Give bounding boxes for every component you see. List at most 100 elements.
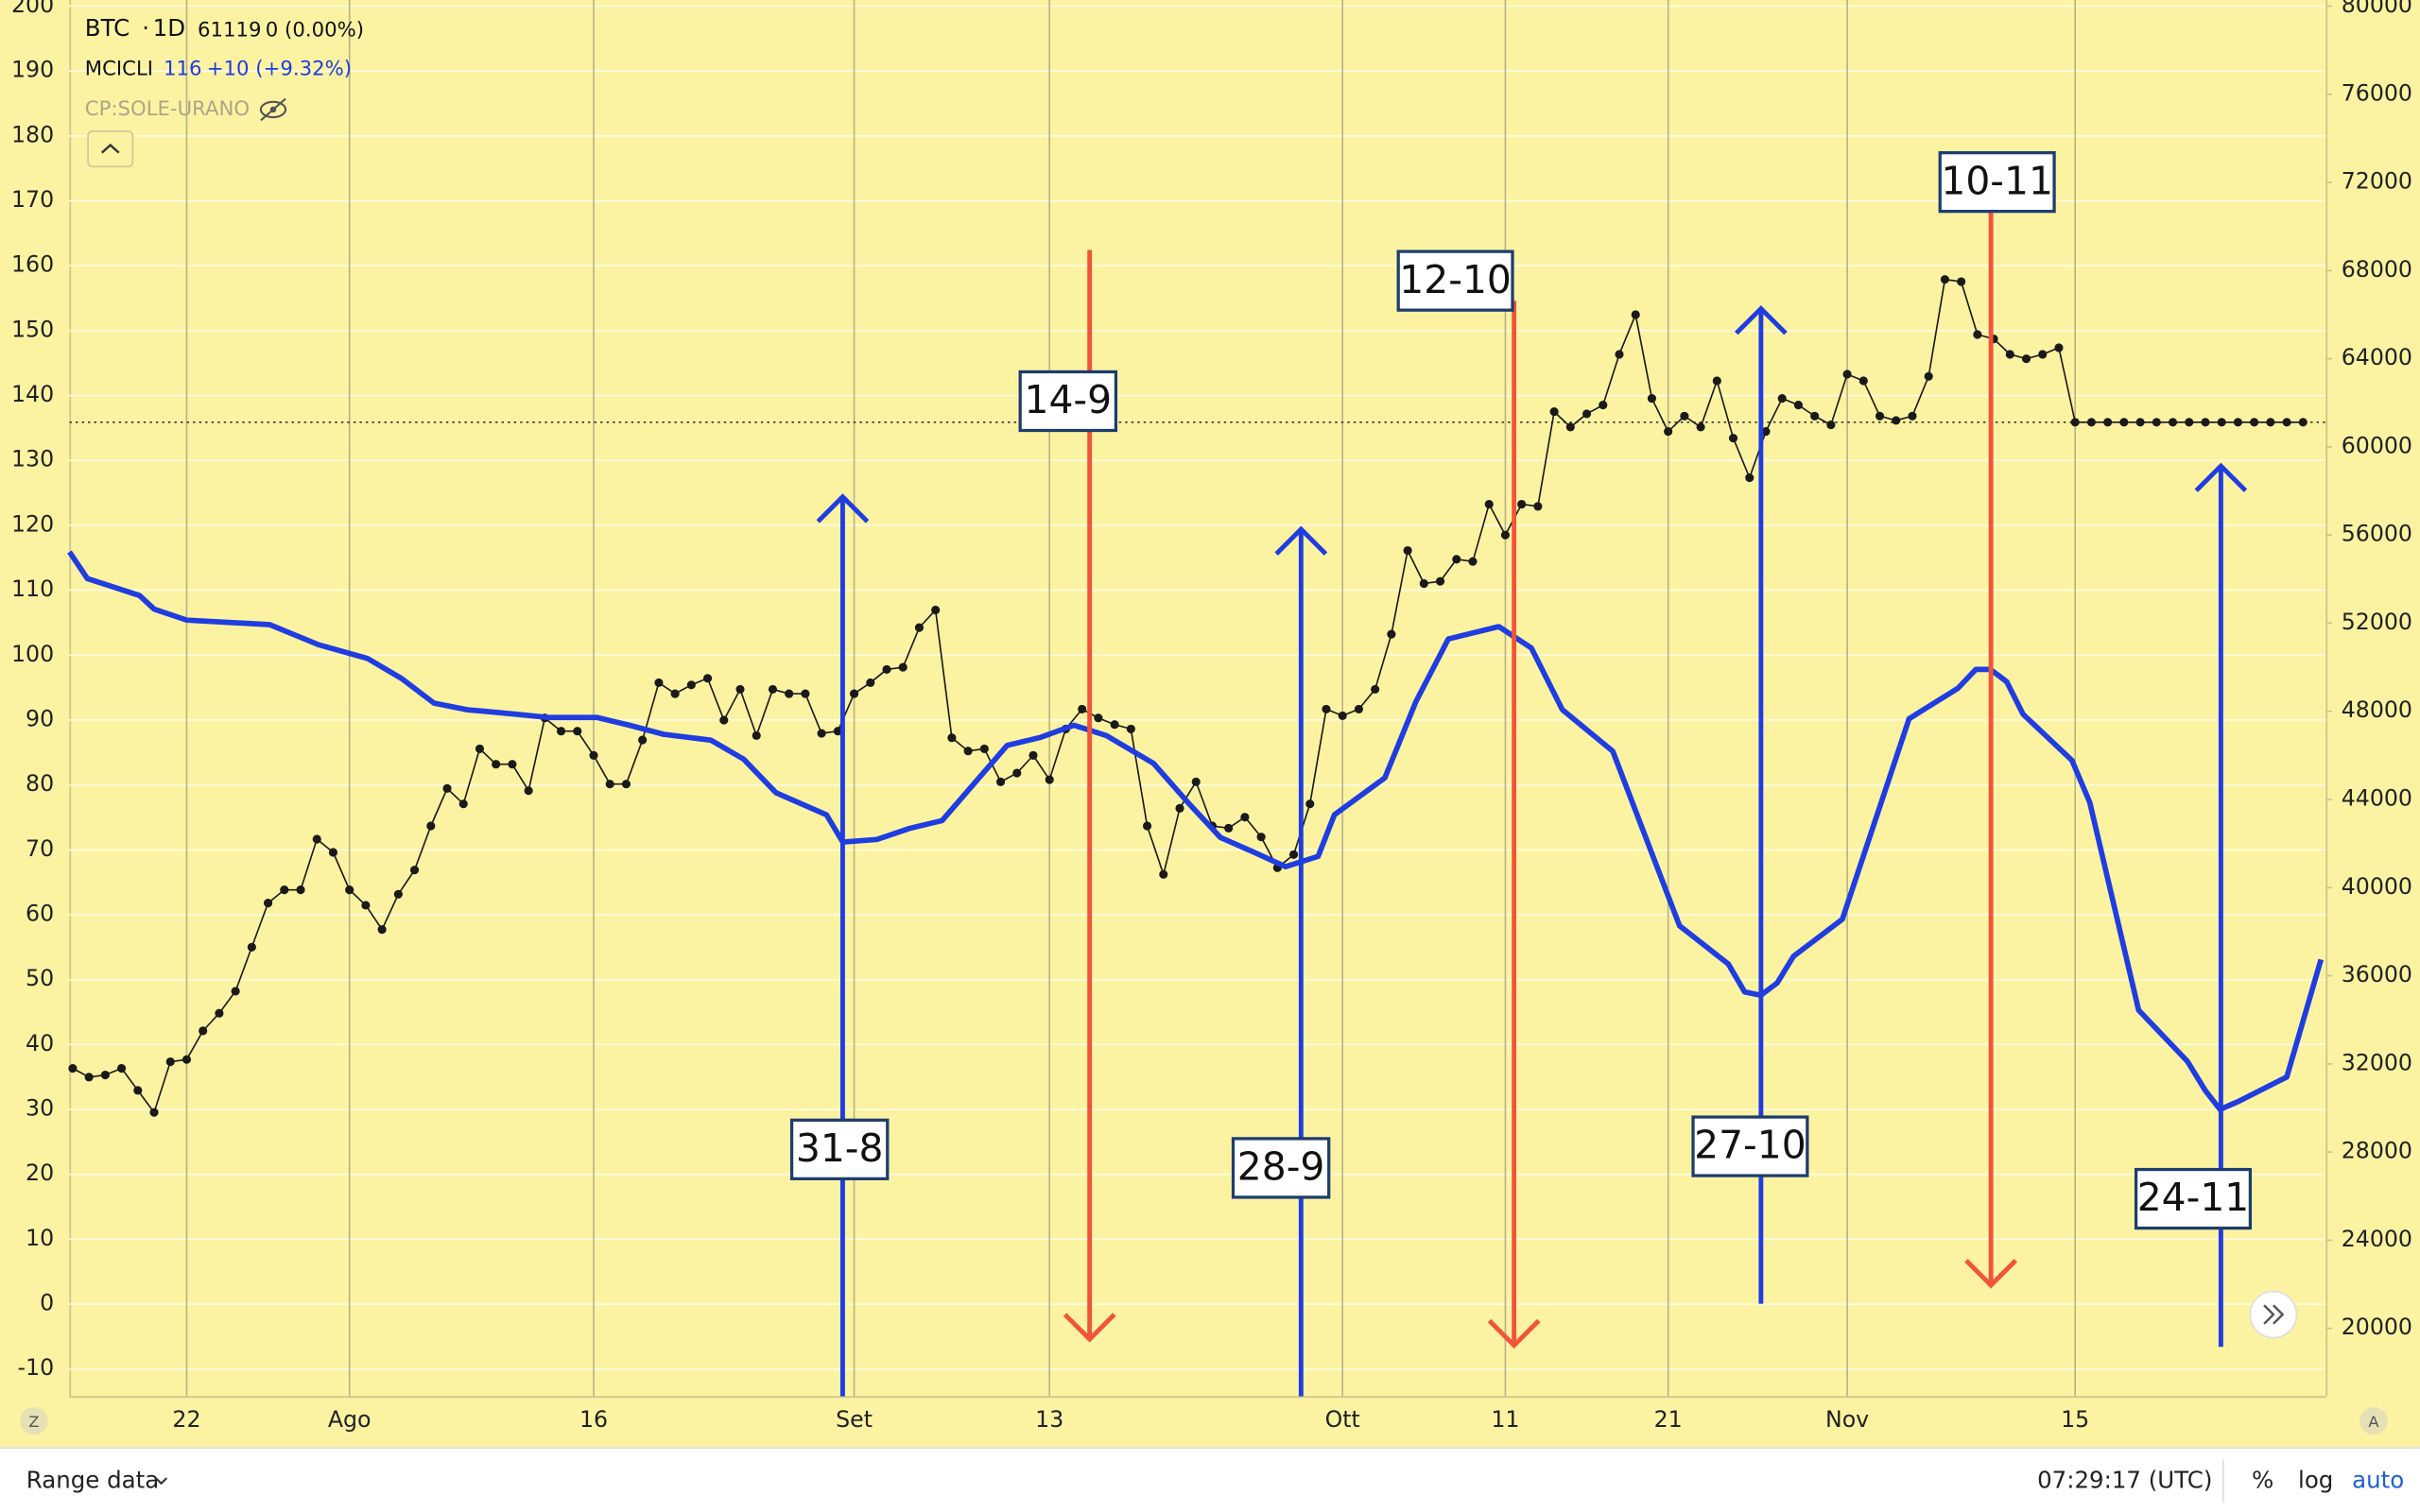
legend-separator: · xyxy=(142,14,149,42)
data-point xyxy=(296,885,305,895)
scroll-button[interactable] xyxy=(2249,1290,2298,1339)
a-button[interactable]: A xyxy=(2360,1406,2388,1435)
data-point xyxy=(442,783,452,793)
indicator-name[interactable]: CP:SOLE-URANO xyxy=(85,97,250,121)
data-point xyxy=(328,848,338,857)
data-point xyxy=(393,889,403,899)
legend: BTC · 1D 61119 0 (0.00%) MCICLI 116 +10 … xyxy=(85,14,364,168)
data-point xyxy=(264,899,273,908)
y-tick-label: 160 xyxy=(11,251,54,278)
annotation: 12-10 xyxy=(1396,249,1541,1349)
y-tick-label: 200 xyxy=(11,0,54,18)
y-tick-label: 180 xyxy=(11,121,54,147)
data-point xyxy=(801,689,810,698)
data-point xyxy=(1288,850,1299,859)
data-point xyxy=(2038,350,2048,359)
arrow-head xyxy=(816,493,870,524)
data-point xyxy=(409,866,420,875)
annotation-box xyxy=(2134,1167,2253,1230)
data-point xyxy=(1224,823,1234,833)
data-point xyxy=(1793,401,1803,410)
y-tick-label: 70 xyxy=(26,835,54,862)
data-point xyxy=(231,987,240,996)
x-tick-label: Nov xyxy=(1825,1406,1869,1433)
data-point xyxy=(1110,720,1119,730)
data-point xyxy=(1680,411,1689,421)
y2-tick-label: 24000 xyxy=(2342,1226,2412,1252)
grid xyxy=(69,0,2326,1397)
data-point xyxy=(2005,350,2014,359)
data-point xyxy=(1664,427,1673,437)
data-point xyxy=(1826,421,1836,430)
annotation-box xyxy=(1231,1137,1331,1199)
log-toggle[interactable]: log xyxy=(2298,1466,2333,1493)
data-point xyxy=(458,799,468,809)
annotation-box xyxy=(1396,249,1514,312)
annotation-label: 31-8 xyxy=(796,1125,884,1171)
clock: 07:29:17 (UTC) xyxy=(2037,1466,2212,1493)
z-button[interactable]: Z xyxy=(20,1406,48,1435)
data-point xyxy=(280,885,289,895)
data-point xyxy=(1028,750,1038,760)
data-point xyxy=(931,605,941,615)
y2-tick-label: 36000 xyxy=(2342,961,2412,988)
data-point xyxy=(670,689,680,698)
auto-toggle[interactable]: auto xyxy=(2352,1466,2404,1493)
y-tick-label: -10 xyxy=(18,1354,55,1381)
data-point xyxy=(2103,418,2113,427)
data-point xyxy=(2201,418,2210,427)
data-point xyxy=(2298,418,2308,427)
data-point xyxy=(1419,578,1428,589)
plot xyxy=(67,275,2326,1117)
y2-tick-label: 52000 xyxy=(2342,609,2412,635)
y-tick-label: 50 xyxy=(26,965,54,991)
data-point xyxy=(556,727,566,736)
x-tick-label: 13 xyxy=(1035,1406,1063,1433)
data-point xyxy=(1484,499,1494,509)
data-point xyxy=(1631,310,1640,319)
data-point xyxy=(866,678,875,688)
range-label: Range data xyxy=(26,1466,159,1493)
collapse-button[interactable] xyxy=(87,129,134,168)
data-point xyxy=(247,942,256,952)
axes: -100102030405060708090100110120130140150… xyxy=(11,0,2412,1433)
hidden-eye-icon[interactable] xyxy=(259,97,287,122)
data-point xyxy=(1533,502,1543,511)
chart-background xyxy=(0,0,2420,1448)
data-point xyxy=(1599,401,1608,410)
annotation: 28-9 xyxy=(1231,525,1331,1397)
data-point xyxy=(1517,499,1527,509)
x-tick-label: 22 xyxy=(172,1406,200,1433)
data-point xyxy=(817,729,826,738)
annotation-label: 28-9 xyxy=(1237,1144,1325,1190)
data-point xyxy=(100,1070,110,1080)
series-line xyxy=(67,550,2324,1112)
data-point xyxy=(785,689,794,698)
data-point xyxy=(312,834,321,844)
data-point xyxy=(768,684,778,694)
annotation: 31-8 xyxy=(789,493,890,1397)
data-point xyxy=(84,1073,94,1082)
data-point xyxy=(1159,869,1168,879)
data-point xyxy=(1012,768,1022,778)
data-point xyxy=(199,1026,208,1036)
data-point xyxy=(149,1108,159,1117)
range-button[interactable]: Range data xyxy=(26,1466,168,1493)
annotation-box xyxy=(1938,151,2056,214)
y2-tick-label: 32000 xyxy=(2342,1049,2412,1075)
y2-tick-label: 56000 xyxy=(2342,521,2412,547)
arrow-head xyxy=(2194,462,2248,492)
legend-price: 61119 xyxy=(198,19,262,43)
annotation-box xyxy=(789,1118,890,1180)
y-tick-label: 20 xyxy=(26,1160,54,1186)
x-tick-label: Ott xyxy=(1325,1406,1360,1433)
data-point xyxy=(1549,407,1559,417)
annotation-label: 27-10 xyxy=(1694,1123,1806,1168)
legend-change: 0 (0.00%) xyxy=(266,19,364,43)
data-point xyxy=(1240,813,1250,822)
x-tick-label: 16 xyxy=(579,1406,608,1433)
data-point xyxy=(165,1057,175,1067)
percent-toggle[interactable]: % xyxy=(2252,1466,2273,1493)
data-point xyxy=(475,744,485,753)
